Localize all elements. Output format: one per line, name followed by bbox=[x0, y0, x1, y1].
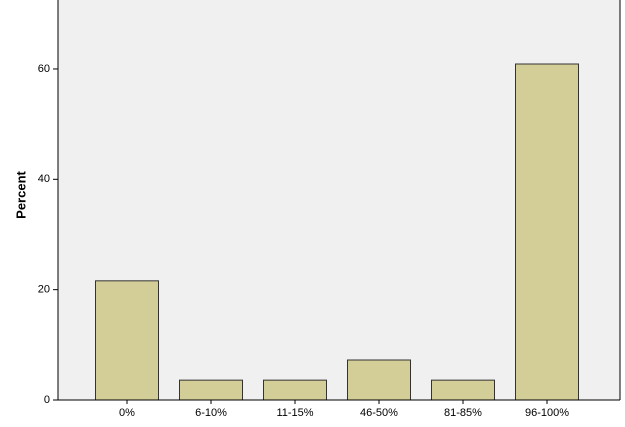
bar bbox=[263, 379, 327, 401]
bar bbox=[95, 280, 159, 401]
x-tick-label: 81-85% bbox=[444, 407, 482, 419]
y-axis-label: Percent bbox=[13, 170, 28, 218]
bar bbox=[179, 379, 243, 401]
bar bbox=[431, 379, 495, 401]
x-tick-label: 6-10% bbox=[195, 407, 227, 419]
y-tick-label: 0 bbox=[44, 394, 50, 406]
bar bbox=[347, 359, 411, 401]
x-tick-label: 46-50% bbox=[360, 407, 398, 419]
y-tick-label: 20 bbox=[38, 284, 50, 296]
y-tick-label: 60 bbox=[38, 63, 50, 75]
x-tick-label: 11-15% bbox=[276, 407, 313, 419]
x-tick-label: 0% bbox=[119, 407, 135, 419]
x-tick-label: 96-100% bbox=[525, 407, 569, 419]
y-tick-label: 40 bbox=[38, 173, 50, 185]
bar bbox=[515, 63, 579, 401]
